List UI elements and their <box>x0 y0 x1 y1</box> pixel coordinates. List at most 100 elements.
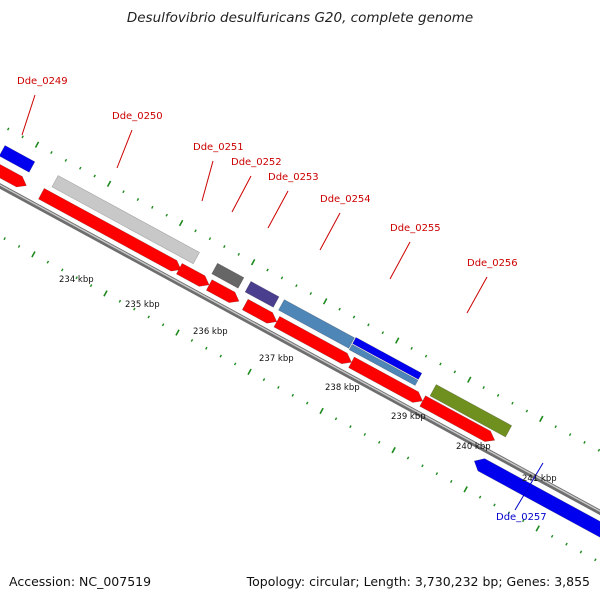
leader-line <box>201 160 214 202</box>
cds-arrow <box>241 298 278 324</box>
tick-mark <box>61 268 64 272</box>
tick-mark <box>522 519 525 523</box>
tick-mark <box>17 244 21 248</box>
tick-mark <box>394 337 400 344</box>
tick-mark <box>190 338 194 342</box>
tick-mark <box>349 425 352 429</box>
tick-mark <box>439 362 442 366</box>
tick-mark <box>34 141 40 148</box>
leader-line <box>319 212 341 251</box>
tick-mark <box>151 205 154 209</box>
tick-mark <box>223 245 226 248</box>
tick-label: 238 kbp <box>325 383 360 393</box>
tick-mark <box>463 486 468 493</box>
tick-mark <box>406 456 410 460</box>
tick-mark <box>219 354 222 358</box>
gene-label-Dde_0251: Dde_0251 <box>193 142 244 153</box>
tick-mark <box>291 393 295 397</box>
tick-mark <box>6 127 10 131</box>
tick-label: 239 kbp <box>391 412 426 422</box>
tick-mark <box>507 511 511 515</box>
tick-label: 240 kbp <box>456 442 491 452</box>
accession-label: Accession: NC_007519 <box>9 574 152 589</box>
tick-mark <box>89 284 93 288</box>
tick-mark <box>280 276 284 280</box>
gene-bar-Dde_0250 <box>51 175 200 265</box>
tick-mark <box>233 362 237 366</box>
gene-bar-Dde_0257 <box>473 458 600 538</box>
tick-mark <box>247 368 252 375</box>
tick-mark <box>554 425 557 429</box>
tick-mark <box>367 323 370 327</box>
tick-label: 234 kbp <box>59 275 94 285</box>
tick-mark <box>482 386 485 390</box>
tick-mark <box>237 252 240 256</box>
genome-backbone <box>0 183 600 516</box>
tick-mark <box>161 323 165 327</box>
tick-mark <box>175 329 180 336</box>
tick-mark <box>3 237 6 241</box>
tick-mark <box>391 446 396 454</box>
tick-mark <box>338 307 341 311</box>
gene-label-Dde_0255: Dde_0255 <box>390 223 441 234</box>
tick-mark <box>565 542 568 546</box>
tick-mark <box>381 331 385 335</box>
tick-mark <box>550 534 554 538</box>
tick-mark <box>266 268 269 272</box>
tick-mark <box>334 417 338 421</box>
gene-label-Dde_0253: Dde_0253 <box>268 172 319 183</box>
cds-arrow <box>205 279 240 303</box>
tick-mark <box>93 174 96 178</box>
cds-arrow <box>273 315 352 365</box>
tick-mark <box>478 495 482 499</box>
tick-mark <box>467 376 472 383</box>
tick-mark <box>50 151 53 154</box>
tick-mark <box>64 158 68 162</box>
gene-bar-Dde_0256 <box>429 384 513 438</box>
tick-mark <box>133 307 136 311</box>
leader-line <box>389 241 411 280</box>
tick-label: 236 kbp <box>193 327 228 337</box>
gene-bar-Dde_0254 <box>352 336 423 380</box>
leader-line <box>231 175 252 213</box>
tick-mark <box>194 229 197 233</box>
topology-label: Topology: circular; Length: 3,730,232 bp… <box>246 574 590 589</box>
tick-mark <box>136 198 140 201</box>
tick-mark <box>597 448 600 452</box>
tick-mark <box>410 346 413 350</box>
tick-mark <box>75 276 78 280</box>
tick-mark <box>450 479 453 483</box>
tick-mark <box>46 260 50 264</box>
cds-arrow <box>348 356 424 403</box>
gene-label-Dde_0257: Dde_0257 <box>496 512 547 523</box>
gene-label-Dde_0249: Dde_0249 <box>17 76 68 87</box>
gene-label-Dde_0256: Dde_0256 <box>467 258 518 269</box>
tick-mark <box>295 284 298 288</box>
gene-bar-Dde_0249 <box>0 145 36 173</box>
gene-label-Dde_0252: Dde_0252 <box>231 157 282 168</box>
tick-mark <box>147 315 150 319</box>
tick-mark <box>79 166 82 170</box>
tick-mark <box>424 354 428 358</box>
tick-mark <box>277 385 280 389</box>
leader-line <box>514 462 544 511</box>
tick-mark <box>568 433 572 437</box>
gene-bar-Dde_0252 <box>244 280 280 308</box>
tick-mark <box>421 464 424 468</box>
leader-line <box>466 276 488 314</box>
tick-mark <box>118 299 122 303</box>
cds-arrow <box>175 262 210 287</box>
gene-bar-Dde_0255 <box>348 343 419 386</box>
tick-mark <box>511 401 514 405</box>
tick-mark <box>594 558 597 562</box>
tick-label: 235 kbp <box>125 300 160 310</box>
tick-mark <box>262 378 266 382</box>
leader-line <box>267 190 289 229</box>
tick-mark <box>250 258 256 266</box>
tick-mark <box>352 315 356 319</box>
tick-mark <box>21 135 24 139</box>
gene-label-Dde_0250: Dde_0250 <box>112 111 163 122</box>
tick-mark <box>106 180 112 188</box>
tick-mark <box>579 550 583 554</box>
